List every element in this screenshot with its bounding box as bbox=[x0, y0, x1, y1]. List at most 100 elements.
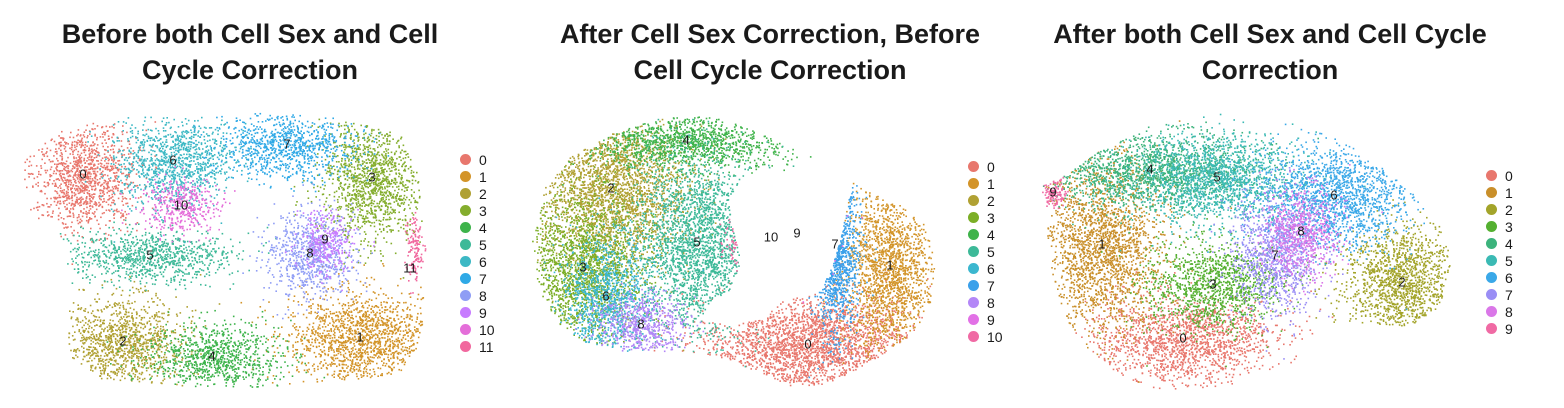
cell-point bbox=[126, 230, 129, 233]
cell-point bbox=[380, 186, 382, 188]
cell-point bbox=[155, 327, 157, 329]
cell-point bbox=[157, 320, 159, 323]
cell-point bbox=[368, 324, 371, 327]
cell-point bbox=[75, 182, 77, 184]
cell-point bbox=[406, 230, 408, 232]
cell-point bbox=[376, 311, 378, 314]
cell-point bbox=[99, 367, 101, 369]
cell-point bbox=[63, 165, 66, 168]
cell-point bbox=[358, 173, 361, 176]
cell-point bbox=[107, 348, 109, 351]
cell-point bbox=[301, 304, 303, 306]
cell-point bbox=[355, 199, 357, 201]
cell-point bbox=[104, 139, 106, 141]
cell-point bbox=[390, 242, 393, 245]
cell-point bbox=[336, 219, 339, 222]
cell-point bbox=[90, 354, 93, 356]
cell-point bbox=[373, 189, 375, 192]
cell-point bbox=[93, 196, 95, 198]
cell-point bbox=[110, 145, 113, 147]
cell-point bbox=[384, 135, 386, 137]
cell-point bbox=[113, 123, 116, 125]
cell-point bbox=[165, 345, 167, 347]
cell-point bbox=[355, 368, 358, 371]
cell-point bbox=[406, 332, 408, 334]
cell-point bbox=[374, 342, 376, 344]
cell-point bbox=[81, 236, 84, 238]
cell-point bbox=[67, 181, 70, 183]
cell-point bbox=[272, 333, 275, 336]
cell-point bbox=[85, 199, 87, 202]
cell-point bbox=[75, 351, 77, 353]
cell-point bbox=[355, 362, 357, 364]
cell-point bbox=[384, 159, 387, 161]
cell-point bbox=[362, 315, 365, 317]
cell-point bbox=[85, 203, 88, 206]
cell-point bbox=[368, 284, 371, 286]
cell-point bbox=[214, 309, 216, 312]
cell-point bbox=[363, 198, 366, 200]
cell-point bbox=[343, 378, 346, 381]
cell-point bbox=[94, 188, 97, 191]
cell-point bbox=[90, 336, 93, 339]
cell-point bbox=[377, 190, 379, 192]
cell-point bbox=[421, 320, 423, 323]
cell-point bbox=[344, 341, 347, 343]
cell-point bbox=[405, 349, 408, 352]
cell-point bbox=[358, 177, 360, 179]
cell-point bbox=[77, 321, 80, 323]
cell-point bbox=[327, 324, 329, 326]
cell-point bbox=[80, 180, 82, 182]
cell-point bbox=[398, 197, 400, 200]
cell-point bbox=[372, 349, 374, 351]
cell-point bbox=[323, 346, 325, 348]
cell-point bbox=[359, 322, 362, 324]
cell-point bbox=[115, 329, 117, 331]
cell-point bbox=[89, 217, 91, 219]
cell-point bbox=[141, 372, 144, 374]
cell-point bbox=[140, 319, 143, 321]
cell-point bbox=[327, 364, 329, 366]
cell-point bbox=[86, 160, 88, 162]
cell-point bbox=[125, 328, 128, 330]
cell-point bbox=[64, 166, 67, 169]
cell-point bbox=[125, 322, 128, 325]
cell-point bbox=[360, 181, 363, 184]
cell-point bbox=[91, 148, 93, 150]
cell-point bbox=[355, 324, 358, 326]
cell-point bbox=[389, 329, 391, 332]
cell-point bbox=[58, 170, 61, 173]
cell-point bbox=[73, 160, 75, 163]
cell-point bbox=[361, 202, 364, 205]
cell-point bbox=[111, 144, 113, 146]
cell-point bbox=[127, 373, 129, 375]
cell-point bbox=[320, 317, 322, 320]
cell-point bbox=[130, 152, 132, 155]
cell-point bbox=[343, 171, 346, 174]
cell-point bbox=[366, 316, 369, 318]
cell-point bbox=[105, 187, 108, 190]
cell-point bbox=[357, 216, 359, 219]
cell-point bbox=[51, 212, 54, 214]
cell-point bbox=[131, 204, 134, 207]
cell-point bbox=[376, 320, 379, 323]
cell-point bbox=[129, 198, 131, 200]
cell-point bbox=[153, 301, 155, 303]
cell-point bbox=[301, 353, 304, 356]
cell-point bbox=[74, 175, 77, 177]
cell-point bbox=[353, 147, 356, 150]
cell-point bbox=[402, 203, 405, 205]
cell-point bbox=[165, 336, 168, 338]
cell-point bbox=[354, 224, 357, 227]
cell-point bbox=[333, 155, 336, 157]
cell-point bbox=[347, 358, 349, 361]
cell-point bbox=[115, 186, 118, 189]
cell-point bbox=[359, 349, 361, 351]
cell-point bbox=[113, 303, 116, 305]
cell-point bbox=[116, 313, 118, 315]
cell-point bbox=[84, 162, 86, 164]
cell-point bbox=[295, 204, 297, 206]
cell-point bbox=[333, 376, 335, 378]
cell-point bbox=[353, 352, 356, 355]
cell-point bbox=[121, 195, 124, 198]
